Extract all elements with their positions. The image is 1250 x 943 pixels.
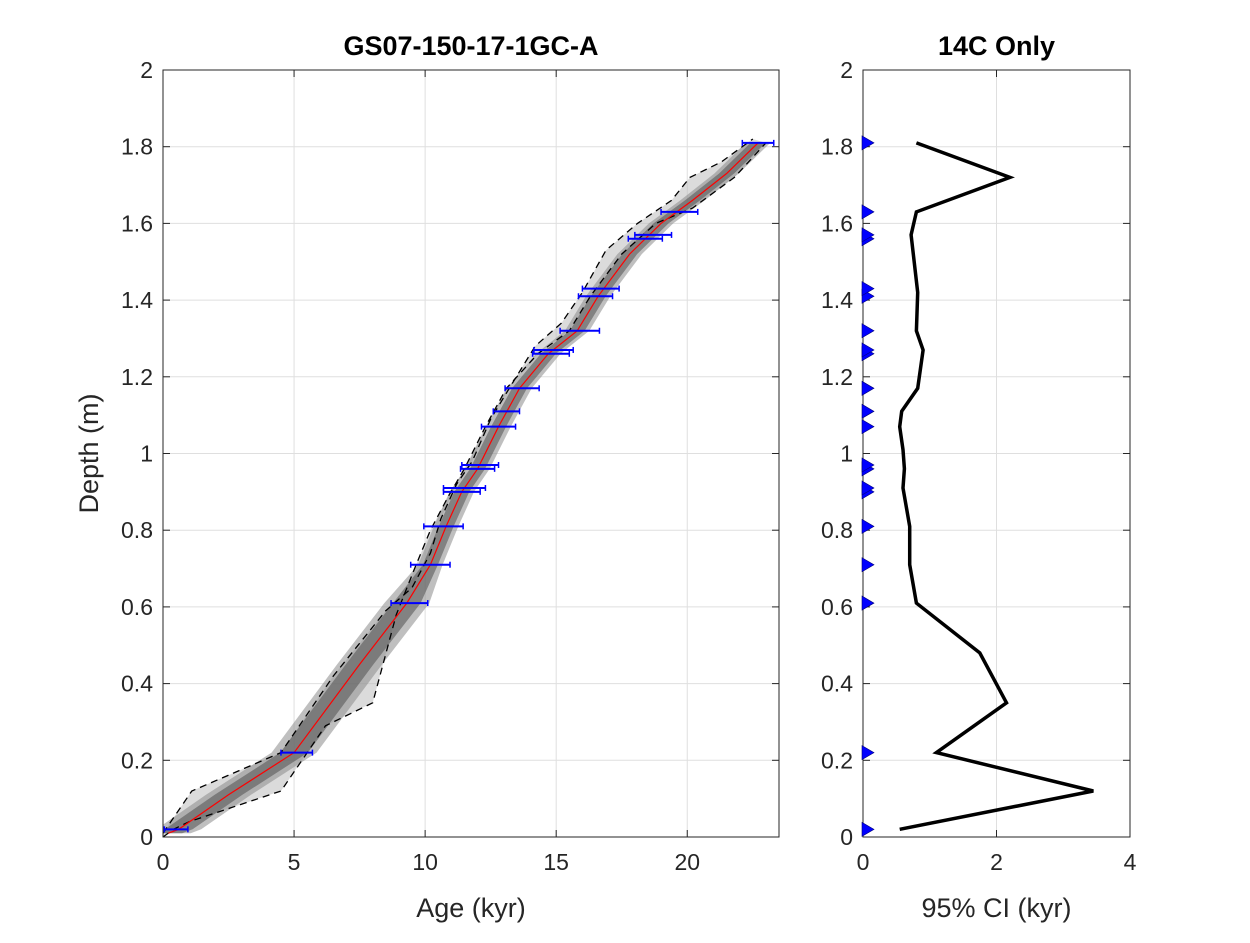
x-tick-label: 10 [412, 849, 438, 875]
ci-axes: 0 2 4 0 0.2 0.4 0.6 0.8 1 1.2 1.4 1.6 1.8 2 14C Only 95… [821, 31, 1137, 923]
y-tick-label: 0.8 [821, 517, 853, 543]
y-tick-label: 1.6 [821, 210, 853, 236]
x-tick-label: 5 [288, 849, 301, 875]
date-marker-triangle [861, 557, 875, 573]
x-axis-label: 95% CI (kyr) [921, 893, 1071, 923]
upper-95-line [163, 138, 754, 834]
x-tick-label: 0 [157, 849, 170, 875]
y-tick-label: 0.8 [121, 517, 153, 543]
date-marker-triangle [861, 518, 875, 534]
y-tick-label: 0 [140, 824, 153, 850]
y-tick-label: 1.2 [821, 364, 853, 390]
date-marker-triangle [861, 342, 875, 358]
y-tick-label: 1 [840, 441, 853, 467]
date-marker-triangle [861, 821, 875, 837]
y-tick-label: 2 [140, 57, 153, 83]
y-tick-label: 0.4 [821, 671, 853, 697]
x-tick-label: 0 [857, 849, 870, 875]
y-tick-label: 1.4 [121, 287, 153, 313]
chart-title: GS07-150-17-1GC-A [343, 31, 598, 61]
x-tick-label: 2 [990, 849, 1003, 875]
y-tick-label: 0.2 [121, 747, 153, 773]
y-tick-label: 0.4 [121, 671, 153, 697]
date-marker-triangle [861, 227, 875, 243]
date-marker-triangle [861, 480, 875, 496]
x-tick-label: 15 [543, 849, 569, 875]
date-marker-triangle [861, 745, 875, 761]
y-tick-label: 1.8 [121, 134, 153, 160]
y-tick-label: 1.6 [121, 210, 153, 236]
y-tick-label: 0.2 [821, 747, 853, 773]
x-axis-label: Age (kyr) [416, 893, 526, 923]
y-tick-label: 0 [840, 824, 853, 850]
y-tick-label: 1.8 [821, 134, 853, 160]
date-marker-triangle [861, 380, 875, 396]
date-marker-triangle [861, 403, 875, 419]
date-marker-triangle [861, 135, 875, 151]
date-marker-triangle [861, 204, 875, 220]
y-tick-label: 1 [140, 441, 153, 467]
y-tick-label: 1.4 [821, 287, 853, 313]
ci-width-line [897, 141, 1094, 832]
y-tick-label: 0.6 [821, 594, 853, 620]
age-depth-axes: 0 5 10 15 20 0 0.2 0.4 0.6 0.8 1 1.2 1.4 1.6 1.8 2 GS07-… [74, 31, 780, 923]
x-tick-label: 4 [1124, 849, 1137, 875]
date-marker-triangle [861, 419, 875, 435]
x-tick-label: 20 [674, 849, 700, 875]
y-tick-label: 0.6 [121, 594, 153, 620]
date-error-bars [163, 139, 775, 833]
date-marker-triangle [861, 281, 875, 297]
date-marker-triangle [861, 323, 875, 339]
chart-title: 14C Only [938, 31, 1055, 61]
median-line [167, 142, 759, 834]
date-marker-triangle [861, 457, 875, 473]
date-marker-triangle [861, 595, 875, 611]
y-axis-label: Depth (m) [74, 393, 104, 513]
y-tick-label: 2 [840, 57, 853, 83]
y-tick-label: 1.2 [121, 364, 153, 390]
